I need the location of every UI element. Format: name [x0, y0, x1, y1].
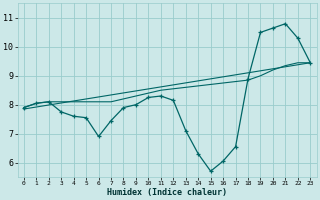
X-axis label: Humidex (Indice chaleur): Humidex (Indice chaleur)	[107, 188, 227, 197]
